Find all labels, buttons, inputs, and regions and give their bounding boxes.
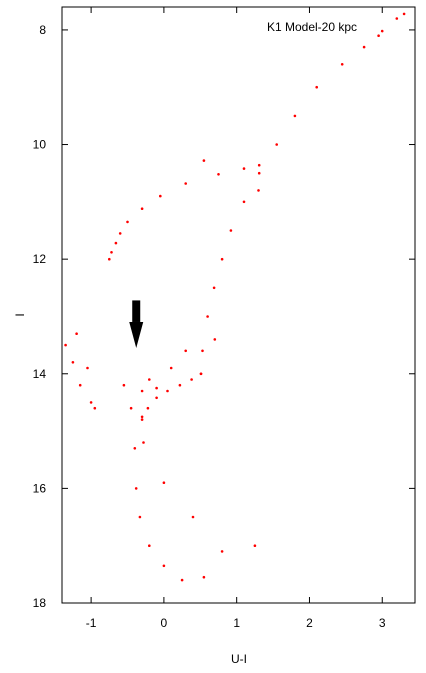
data-point bbox=[64, 343, 67, 347]
data-point bbox=[402, 12, 406, 16]
data-point bbox=[140, 389, 144, 393]
data-point bbox=[169, 366, 173, 370]
data-point bbox=[377, 34, 380, 37]
y-tick-label: 8 bbox=[39, 23, 46, 37]
y-tick-label: 18 bbox=[33, 596, 47, 610]
data-point bbox=[108, 257, 111, 261]
data-point bbox=[340, 63, 344, 66]
data-point bbox=[118, 232, 122, 235]
data-point bbox=[202, 159, 206, 162]
data-point bbox=[110, 251, 113, 254]
x-tick-label: 1 bbox=[233, 616, 240, 630]
data-point bbox=[242, 167, 246, 170]
x-tick-label: -1 bbox=[86, 616, 97, 630]
data-point bbox=[78, 383, 82, 387]
data-point bbox=[142, 441, 145, 444]
data-point bbox=[129, 406, 133, 410]
data-point bbox=[114, 241, 118, 245]
x-tick-label: 0 bbox=[161, 616, 168, 630]
data-point bbox=[380, 29, 384, 33]
data-point bbox=[155, 386, 158, 390]
data-point bbox=[86, 366, 89, 370]
data-point bbox=[89, 401, 93, 404]
data-point bbox=[71, 361, 75, 364]
data-point bbox=[180, 578, 184, 582]
x-axis-label: U-I bbox=[231, 652, 247, 666]
data-point bbox=[126, 220, 129, 224]
data-point bbox=[122, 383, 126, 387]
y-axis-label: I bbox=[13, 313, 27, 316]
x-tick-label: 3 bbox=[379, 616, 386, 630]
chart-annotation: K1 Model-20 kpc bbox=[267, 20, 357, 34]
data-point bbox=[212, 286, 216, 290]
data-point bbox=[315, 85, 319, 89]
data-point bbox=[148, 544, 151, 547]
data-point bbox=[293, 114, 297, 118]
data-point bbox=[253, 544, 257, 547]
data-point bbox=[257, 171, 261, 175]
y-tick-label: 12 bbox=[33, 252, 47, 266]
data-point bbox=[229, 229, 233, 232]
data-point bbox=[217, 173, 220, 176]
data-point bbox=[146, 406, 150, 410]
plot-frame bbox=[61, 6, 416, 604]
data-point bbox=[257, 163, 261, 167]
arrow-shaft bbox=[132, 300, 141, 322]
arrow-head bbox=[129, 321, 144, 348]
data-point bbox=[213, 338, 217, 341]
data-point bbox=[202, 575, 206, 579]
data-point bbox=[206, 315, 209, 318]
data-point bbox=[75, 332, 78, 336]
data-point bbox=[184, 182, 187, 185]
arrow-marker bbox=[129, 300, 144, 348]
data-point bbox=[191, 515, 195, 519]
data-point bbox=[155, 396, 158, 400]
data-point bbox=[133, 447, 137, 450]
data-point bbox=[166, 389, 169, 393]
data-point bbox=[395, 17, 399, 20]
data-point bbox=[138, 515, 142, 519]
y-tick-label: 10 bbox=[33, 138, 47, 152]
data-point bbox=[201, 349, 204, 353]
data-point bbox=[140, 207, 144, 210]
data-point bbox=[140, 415, 144, 419]
data-point bbox=[199, 372, 203, 376]
data-points bbox=[64, 12, 406, 582]
data-point bbox=[159, 194, 162, 198]
data-point bbox=[162, 481, 166, 485]
x-tick-label: 2 bbox=[306, 616, 313, 630]
data-point bbox=[178, 383, 182, 387]
data-point bbox=[362, 45, 366, 49]
data-point bbox=[242, 200, 246, 204]
data-point bbox=[93, 406, 97, 410]
data-point bbox=[134, 487, 138, 490]
data-point bbox=[220, 550, 224, 553]
data-point bbox=[184, 349, 187, 353]
data-point bbox=[140, 418, 144, 421]
data-point bbox=[220, 257, 224, 261]
data-point bbox=[190, 378, 193, 381]
data-point bbox=[257, 189, 260, 192]
y-tick-label: 16 bbox=[33, 481, 47, 495]
data-point bbox=[275, 143, 279, 146]
y-tick-label: 14 bbox=[33, 367, 47, 381]
data-point bbox=[148, 378, 151, 381]
data-point bbox=[162, 564, 166, 568]
